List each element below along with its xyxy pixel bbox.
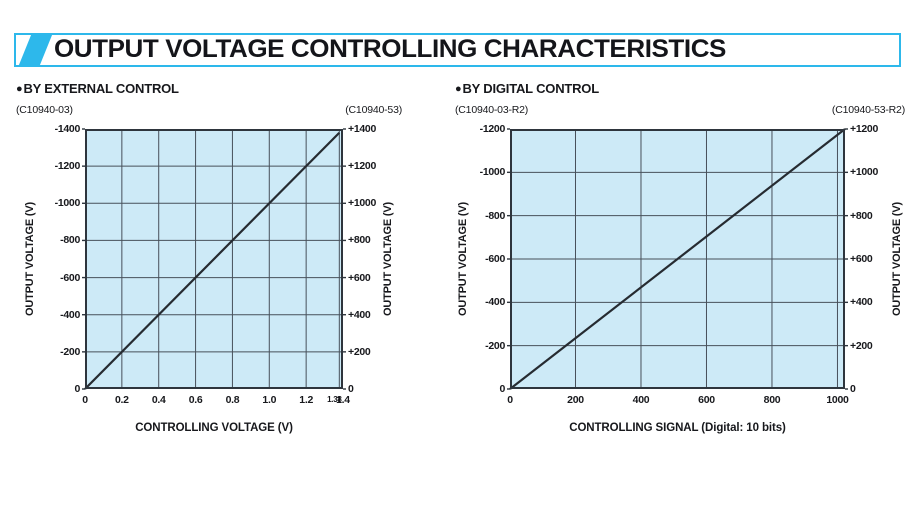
plot-area bbox=[82, 128, 346, 390]
y-tick-label-right: +1200 bbox=[850, 123, 878, 135]
y-tick-label-left: -1400 bbox=[54, 123, 81, 135]
x-tick-label: 0 bbox=[507, 394, 513, 406]
bullet-icon: ● bbox=[455, 83, 462, 95]
x-tick-label: 600 bbox=[698, 394, 715, 406]
x-tick-label: 800 bbox=[763, 394, 781, 406]
x-axis-label: CONTROLLING VOLTAGE (V) bbox=[135, 422, 293, 434]
y-tick-label-right: 0 bbox=[348, 383, 354, 395]
title-accent-parallelogram-icon bbox=[18, 35, 53, 65]
device-code-left-chart1: (C10940-03) bbox=[16, 104, 73, 116]
y-tick-label-right: +800 bbox=[850, 209, 873, 222]
x-tick-label: 400 bbox=[632, 394, 650, 406]
device-code-right-chart2: (C10940-53-R2) bbox=[831, 104, 905, 116]
y-tick-label-right: +1400 bbox=[348, 123, 376, 135]
y-tick-label-left: -600 bbox=[60, 271, 80, 284]
y-tick-label-right: +600 bbox=[850, 253, 873, 265]
x-tick-label: 1000 bbox=[826, 394, 849, 406]
y-tick-label-left: -400 bbox=[60, 308, 80, 321]
y-tick-label-left: 0 bbox=[74, 383, 80, 395]
y-tick-label-right: +200 bbox=[850, 339, 873, 352]
y-tick-label-right: 0 bbox=[850, 383, 856, 395]
y-tick-label-right: +600 bbox=[348, 271, 371, 284]
chart-canvas bbox=[507, 128, 848, 390]
y-tick-label-left: -800 bbox=[485, 209, 505, 222]
x-tick-label: 200 bbox=[567, 394, 584, 406]
section-header-digital-control: ●BY DIGITAL CONTROL bbox=[455, 81, 599, 96]
y-tick-label-left: -200 bbox=[60, 345, 80, 358]
x-tick-label: 1.0 bbox=[262, 394, 277, 406]
y-tick-label-left: -800 bbox=[60, 234, 80, 247]
chart-digital-control: OUTPUT VOLTAGE (V) OUTPUT VOLTAGE (V) CO… bbox=[457, 123, 903, 434]
y-tick-label-left: -600 bbox=[485, 253, 505, 265]
plot-frame bbox=[510, 129, 845, 389]
plot-area bbox=[507, 128, 848, 390]
y-tick-label-right: +1000 bbox=[348, 197, 376, 210]
section-header-external-control: ●BY EXTERNAL CONTROL bbox=[16, 81, 179, 96]
x-tick-label: 0.6 bbox=[188, 394, 203, 406]
x-tick-label: 1.4 bbox=[336, 394, 350, 406]
y-tick-label-left: -200 bbox=[485, 339, 505, 352]
y-tick-label-left: -1200 bbox=[479, 123, 506, 135]
y-tick-label-left: -1000 bbox=[54, 197, 81, 210]
data-line bbox=[509, 128, 846, 390]
y-tick-label-left: -1200 bbox=[54, 160, 81, 173]
section-label-digital: BY DIGITAL CONTROL bbox=[462, 81, 599, 96]
y-tick-label-right: +200 bbox=[348, 345, 371, 358]
y-tick-label-right: +800 bbox=[348, 234, 371, 247]
device-code-left-chart2: (C10940-03-R2) bbox=[455, 104, 529, 116]
chart-external-control: OUTPUT VOLTAGE (V) OUTPUT VOLTAGE (V) CO… bbox=[24, 123, 394, 434]
y-tick-label-right: +1200 bbox=[348, 160, 376, 173]
x-tick-label: 1.38 bbox=[327, 395, 342, 404]
y-tick-label-right: +400 bbox=[348, 308, 371, 321]
section-label-external: BY EXTERNAL CONTROL bbox=[23, 81, 179, 96]
x-tick-label: 0.4 bbox=[151, 394, 166, 406]
y-tick-label-left: -1000 bbox=[479, 166, 506, 179]
y-tick-label-left: -400 bbox=[485, 296, 505, 309]
plot-frame bbox=[85, 129, 343, 389]
y-tick-label-right: +1000 bbox=[850, 166, 878, 179]
page-title-bar: OUTPUT VOLTAGE CONTROLLING CHARACTERISTI… bbox=[14, 33, 901, 67]
x-tick-label: 0 bbox=[82, 394, 88, 406]
y-tick-label-right: +400 bbox=[850, 296, 873, 309]
page-title: OUTPUT VOLTAGE CONTROLLING CHARACTERISTI… bbox=[54, 35, 726, 63]
chart-canvas bbox=[82, 128, 346, 390]
data-line bbox=[84, 131, 341, 390]
bullet-icon: ● bbox=[16, 83, 23, 95]
x-tick-label: 0.8 bbox=[225, 394, 240, 406]
x-axis-label: CONTROLLING SIGNAL (Digital: 10 bits) bbox=[569, 422, 786, 434]
y-tick-label-left: 0 bbox=[499, 383, 505, 395]
x-tick-label: 0.2 bbox=[114, 394, 129, 406]
device-code-right-chart1: (C10940-53) bbox=[345, 104, 402, 116]
x-tick-label: 1.2 bbox=[299, 394, 313, 406]
